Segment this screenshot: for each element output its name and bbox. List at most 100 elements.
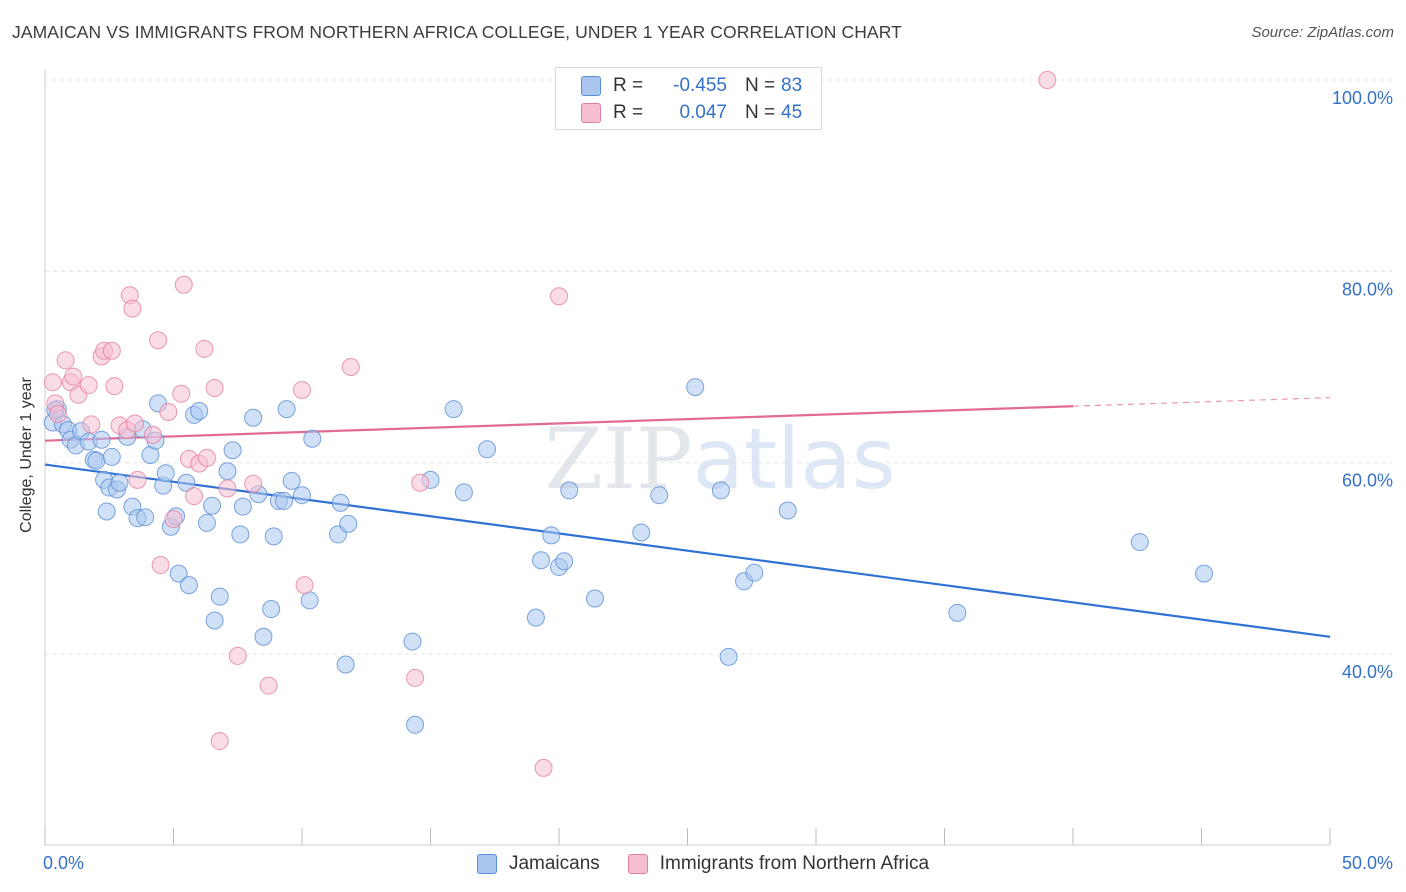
legend-r-value: -0.455 xyxy=(673,75,727,96)
point-jamaicans xyxy=(711,481,730,500)
tick-labels: 0.0% 50.0% 40.0% 60.0% 80.0% 100.0% xyxy=(43,88,1393,873)
point-northern-africa xyxy=(159,402,178,421)
point-jamaicans xyxy=(179,576,198,595)
point-jamaicans xyxy=(169,564,188,583)
legend-n-label: N = xyxy=(745,102,776,123)
point-jamaicans xyxy=(406,715,425,734)
legend-swatch-jamaicans xyxy=(581,76,601,96)
point-northern-africa xyxy=(125,414,144,433)
point-jamaicans xyxy=(205,611,224,630)
point-jamaicans xyxy=(778,501,797,520)
point-jamaicans xyxy=(293,486,311,505)
legend-label-jamaicans: Jamaicans xyxy=(508,853,600,874)
point-jamaicans xyxy=(403,632,422,651)
point-northern-africa xyxy=(164,510,183,529)
point-northern-africa xyxy=(218,479,237,498)
point-northern-africa xyxy=(406,668,425,687)
point-northern-africa xyxy=(105,377,124,396)
point-northern-africa xyxy=(228,646,247,665)
point-jamaicans xyxy=(331,493,350,512)
point-northern-africa xyxy=(172,384,191,403)
legend-n-value: 45 xyxy=(781,102,803,123)
point-northern-africa xyxy=(293,380,311,399)
point-northern-africa xyxy=(151,556,170,575)
legend-item-jamaicans: Jamaicans xyxy=(476,853,600,875)
stats-legend: R = -0.455 N = 83 R = 0.047 N = 45 xyxy=(555,67,822,130)
legend-n-label: N = xyxy=(745,75,776,96)
point-northern-africa xyxy=(56,351,75,370)
point-jamaicans xyxy=(532,551,551,570)
point-jamaicans xyxy=(218,462,237,481)
legend-r-label: R = xyxy=(613,75,644,96)
point-jamaicans xyxy=(223,441,242,460)
series-legend: Jamaicans Immigrants from Northern Afric… xyxy=(0,852,1406,876)
point-jamaicans xyxy=(190,402,209,421)
point-jamaicans xyxy=(197,513,216,532)
point-jamaicans xyxy=(262,600,281,619)
point-jamaicans xyxy=(745,563,764,582)
point-northern-africa xyxy=(259,676,278,695)
point-northern-africa xyxy=(79,376,98,395)
x-tick-label: 50.0% xyxy=(1342,853,1393,873)
legend-row-jamaicans: R = -0.455 N = 83 xyxy=(556,73,802,99)
x-tick-label: 0.0% xyxy=(43,853,84,873)
trend-line-northern-africa xyxy=(44,405,1074,442)
point-northern-africa xyxy=(43,373,62,392)
y-tick-label: 60.0% xyxy=(1342,471,1393,491)
legend-r-value: 0.047 xyxy=(679,102,727,123)
source-label: Source: ZipAtlas.com xyxy=(1251,24,1394,41)
point-jamaicans xyxy=(233,497,252,516)
point-northern-africa xyxy=(197,448,216,467)
point-jamaicans xyxy=(97,502,116,521)
point-northern-africa xyxy=(174,275,193,294)
legend-item-northern-africa: Immigrants from Northern Africa xyxy=(627,853,929,875)
point-jamaicans xyxy=(336,655,355,674)
point-jamaicans xyxy=(264,527,283,546)
point-northern-africa xyxy=(244,474,263,493)
point-jamaicans xyxy=(254,627,273,646)
point-jamaicans xyxy=(650,486,669,505)
point-jamaicans xyxy=(454,483,473,502)
y-tick-label: 80.0% xyxy=(1342,279,1393,299)
point-jamaicans xyxy=(275,491,294,510)
point-jamaicans xyxy=(282,471,301,490)
legend-row-northern-africa: R = 0.047 N = 45 xyxy=(556,100,802,126)
point-jamaicans xyxy=(1195,564,1214,583)
point-northern-africa xyxy=(210,732,229,751)
point-jamaicans xyxy=(231,525,250,544)
point-northern-africa xyxy=(411,473,430,492)
point-northern-africa xyxy=(64,367,83,386)
point-northern-africa xyxy=(534,758,553,777)
point-northern-africa xyxy=(185,487,204,506)
point-northern-africa xyxy=(82,415,101,434)
point-jamaicans xyxy=(156,464,175,483)
point-jamaicans xyxy=(203,496,222,515)
y-tick-label: 40.0% xyxy=(1342,662,1393,682)
point-jamaicans xyxy=(277,400,296,419)
point-jamaicans xyxy=(585,589,604,608)
axes xyxy=(44,70,1331,846)
point-jamaicans xyxy=(87,451,106,470)
point-jamaicans xyxy=(177,473,196,492)
point-jamaicans xyxy=(632,523,651,542)
legend-swatch-northern-africa xyxy=(581,103,601,123)
point-jamaicans xyxy=(686,378,705,397)
point-jamaicans xyxy=(719,647,738,666)
point-northern-africa xyxy=(48,404,67,423)
point-jamaicans xyxy=(136,508,155,527)
chart-title: JAMAICAN VS IMMIGRANTS FROM NORTHERN AFR… xyxy=(12,22,902,42)
grid-lines xyxy=(45,79,1392,655)
point-jamaicans xyxy=(444,400,463,419)
legend-r-label: R = xyxy=(613,102,644,123)
point-jamaicans xyxy=(92,430,111,449)
trend-line-extension xyxy=(1072,397,1331,407)
point-northern-africa xyxy=(102,341,121,360)
point-jamaicans xyxy=(110,473,129,492)
point-northern-africa xyxy=(295,576,314,595)
point-jamaicans xyxy=(478,440,497,459)
point-jamaicans xyxy=(560,481,579,500)
point-jamaicans xyxy=(303,429,322,448)
point-jamaicans xyxy=(339,514,358,533)
legend-swatch-northern-africa xyxy=(627,854,648,874)
